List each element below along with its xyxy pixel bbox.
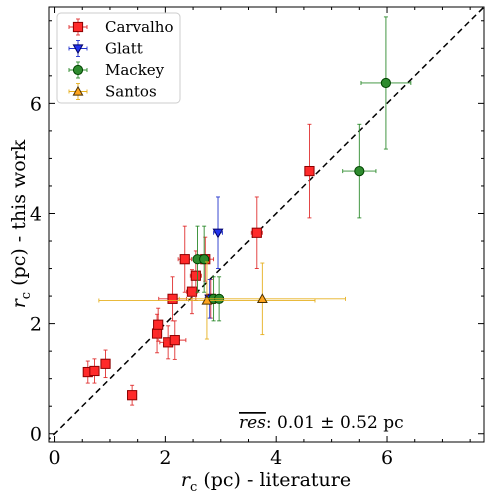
plot-frame [48, 6, 485, 443]
data-point [167, 293, 178, 304]
y-tick-label: 0 [30, 424, 42, 446]
y-tick-label: 6 [30, 93, 42, 115]
data-point [304, 165, 315, 177]
data-point [151, 328, 163, 339]
legend: Carvalho Glatt Mackey Santos [56, 12, 181, 104]
legend-label: Glatt [105, 40, 143, 58]
y-tick-label: 2 [30, 314, 42, 336]
data-point [186, 286, 198, 297]
data-point [201, 294, 213, 305]
data-point [127, 390, 138, 401]
data-point [256, 293, 268, 304]
plot-content [49, 7, 484, 441]
axis-ticks: 0 2 4 6 0 2 4 6 [30, 7, 484, 469]
data-point [100, 358, 111, 369]
x-axis-label: rc (pc) - literature [181, 469, 351, 495]
legend-marker [72, 64, 84, 76]
x-tick-label: 2 [159, 447, 171, 469]
data-point [89, 365, 100, 377]
legend-marker [72, 21, 84, 33]
legend-marker [72, 85, 84, 96]
y-tick-label: 4 [30, 203, 42, 225]
data-point [212, 228, 224, 239]
data-point [179, 254, 190, 265]
data-point [380, 77, 392, 89]
one-to-one-line [49, 7, 484, 441]
legend-marker [72, 44, 84, 55]
y-axis-label: rc (pc) - this work [8, 139, 34, 308]
legend-label: Mackey [105, 61, 165, 79]
data-point [199, 254, 210, 265]
x-tick-label: 0 [48, 447, 60, 469]
series-santos [98, 261, 346, 340]
x-tick-label: 4 [270, 447, 282, 469]
data-point [190, 270, 201, 281]
data-point [169, 335, 180, 346]
plot-area [49, 7, 484, 441]
data-point [251, 227, 262, 238]
series-mackey [192, 16, 412, 322]
legend-box [56, 12, 181, 104]
series-carvalho [82, 123, 315, 406]
x-tick-label: 6 [381, 447, 393, 469]
data-point [153, 319, 164, 330]
legend-label: Santos [105, 83, 157, 101]
data-point [354, 165, 365, 177]
legend-label: Carvalho [105, 18, 174, 36]
residual-annotation: res: 0.01 ± 0.52 pc [239, 413, 404, 433]
